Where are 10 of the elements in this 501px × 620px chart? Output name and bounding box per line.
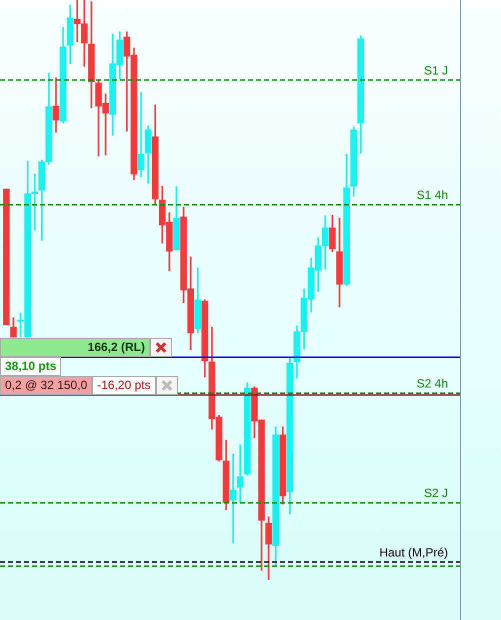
ref-line-label: Haut (M,Pré) (379, 545, 448, 560)
order-tag: -16,20 pts (92, 376, 156, 395)
order-tag: 0,2 @ 32 150,0 (0, 376, 92, 395)
order-tag: 38,10 pts (0, 357, 62, 376)
order-tag: 166,2 (RL) (0, 338, 150, 357)
candlestick (138, 92, 144, 178)
ref-line-label: S2 4h (416, 376, 448, 391)
ref-line-label: S1 4h (416, 188, 448, 202)
ref-line-label: S2 J (424, 486, 448, 500)
ref-line-label: S1 J (424, 63, 448, 78)
